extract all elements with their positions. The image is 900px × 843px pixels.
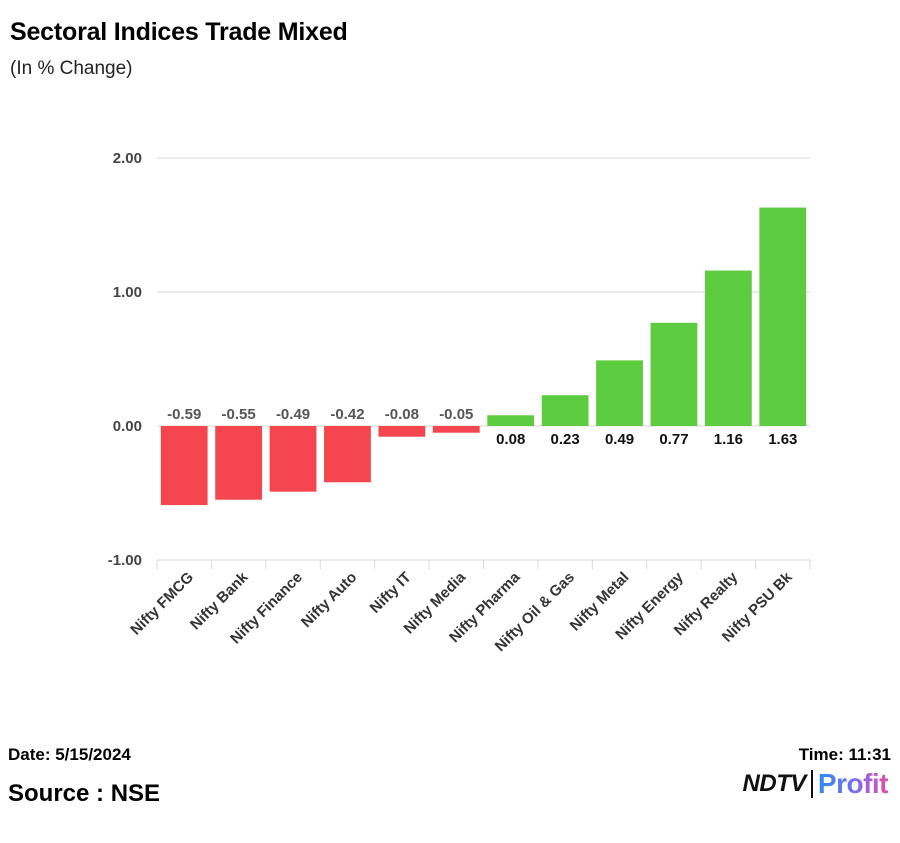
chart-subtitle: (In % Change) <box>10 58 133 79</box>
x-category-label: Nifty FMCG <box>127 569 197 639</box>
data-label: -0.05 <box>439 406 473 423</box>
bar <box>704 270 752 426</box>
bar <box>487 415 535 426</box>
data-label: 1.63 <box>768 431 797 448</box>
bar <box>215 426 263 500</box>
source-label: Source : NSE <box>8 780 161 807</box>
data-label: 0.49 <box>605 431 634 448</box>
bar <box>269 426 317 492</box>
data-label: 0.77 <box>659 431 688 448</box>
bar <box>324 426 371 483</box>
date-label: Date: 5/15/2024 <box>8 745 131 764</box>
time-label: Time: 11:31 <box>798 745 891 764</box>
logo-divider <box>810 770 813 798</box>
bar <box>541 395 589 426</box>
y-tick-label: -1.00 <box>108 552 142 569</box>
logo-ndtv-text: NDTV <box>742 770 807 797</box>
data-label: -0.08 <box>385 406 419 423</box>
x-category-label: Nifty Auto <box>298 569 360 631</box>
bar-chart: 2.00 1.00 0.00 -1.00 -0.59 Nifty FMCG -0.55 Nif… <box>108 150 811 655</box>
data-label: 0.08 <box>496 431 525 448</box>
bar <box>650 322 698 426</box>
data-label: -0.42 <box>330 406 364 423</box>
x-category-label: Nifty IT <box>367 569 415 617</box>
y-tick-label: 1.00 <box>113 284 142 301</box>
bar <box>160 426 208 506</box>
data-label: -0.55 <box>222 406 256 423</box>
data-label: 0.23 <box>551 431 580 448</box>
y-tick-label: 0.00 <box>113 418 142 435</box>
y-tick-label: 2.00 <box>113 150 142 167</box>
bar <box>759 207 807 426</box>
logo-profit-text: Profit <box>817 768 889 799</box>
data-label: -0.59 <box>167 406 201 423</box>
bar <box>432 426 480 433</box>
ndtv-profit-logo: NDTV Profit <box>742 768 889 800</box>
chart-title: Sectoral Indices Trade Mixed <box>10 18 348 46</box>
bar <box>378 426 426 437</box>
data-label: 1.16 <box>714 431 743 448</box>
data-label: -0.49 <box>276 406 310 423</box>
bar <box>596 360 643 426</box>
